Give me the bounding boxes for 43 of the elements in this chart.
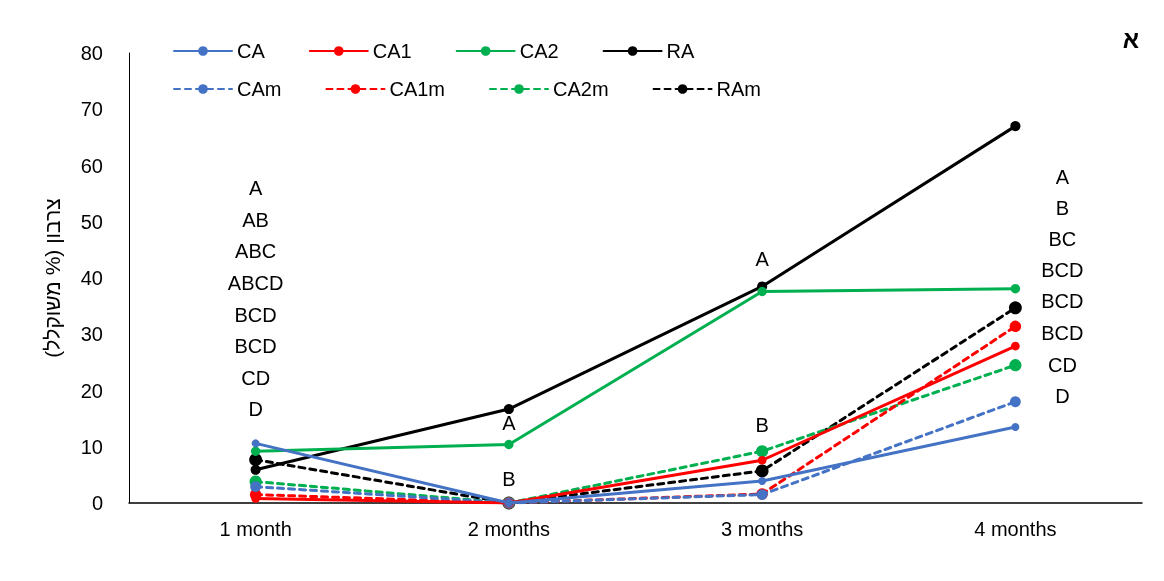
legend-label: RA bbox=[666, 40, 696, 62]
annotation: BC bbox=[1048, 228, 1077, 251]
y-tick-label: 50 bbox=[80, 210, 103, 233]
y-tick-label: 60 bbox=[80, 154, 103, 177]
annotation: BCD bbox=[234, 303, 277, 326]
annotation: D bbox=[1055, 384, 1070, 407]
legend-label: CAm bbox=[237, 78, 282, 100]
annotation: B bbox=[1055, 196, 1070, 219]
y-tick-label: 20 bbox=[80, 379, 103, 402]
annotation: BCD bbox=[1041, 259, 1084, 282]
y-tick-label: 40 bbox=[80, 267, 103, 289]
legend-label: CA2m bbox=[553, 78, 609, 100]
y-tick-label: 30 bbox=[80, 323, 103, 346]
annotation: ABCD bbox=[227, 272, 284, 295]
y-tick-label: 10 bbox=[80, 435, 103, 458]
y-tick-label: 80 bbox=[80, 42, 103, 64]
y-tick-label: 0 bbox=[91, 492, 103, 514]
x-tick-label: 4 months bbox=[974, 518, 1057, 540]
y-axis-title: צרבון (% משוקלל) bbox=[41, 198, 64, 358]
annotation: A bbox=[248, 177, 263, 199]
legend-label: CA1m bbox=[389, 78, 446, 100]
annotation: D bbox=[248, 397, 263, 420]
annotation: BCD bbox=[1041, 322, 1084, 345]
annotation: BCD bbox=[234, 334, 277, 357]
annotation: A bbox=[755, 247, 770, 270]
x-tick-label: 3 months bbox=[720, 518, 804, 540]
legend-label: CA2 bbox=[519, 40, 559, 62]
annotation: CD bbox=[241, 366, 271, 389]
annotation: A bbox=[502, 411, 517, 434]
annotation: CD bbox=[1047, 354, 1077, 377]
legend-label: CA bbox=[237, 40, 266, 62]
x-tick-label: 1 month bbox=[219, 518, 292, 540]
legend-label: CA1 bbox=[372, 40, 412, 62]
annotation: A bbox=[1055, 165, 1070, 188]
x-tick-label: 2 months bbox=[467, 518, 551, 540]
annotation: B bbox=[502, 467, 516, 490]
annotation: AB bbox=[242, 209, 269, 232]
legend-label: RAm bbox=[716, 78, 762, 100]
annotation: B bbox=[755, 413, 769, 436]
chart-title: א bbox=[1122, 25, 1139, 53]
y-tick-label: 70 bbox=[80, 98, 103, 121]
annotation: BCD bbox=[1041, 290, 1084, 313]
annotation: ABC bbox=[235, 240, 277, 262]
